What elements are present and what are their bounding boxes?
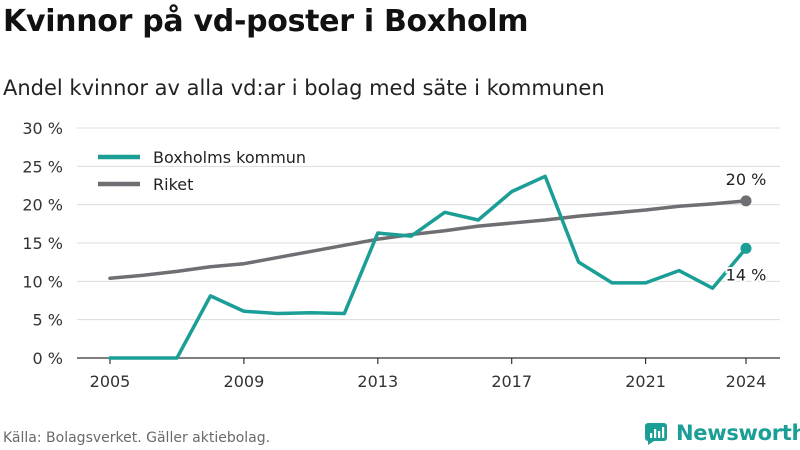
y-tick-label: 10 % (22, 272, 63, 291)
x-tick-label: 2013 (357, 372, 398, 391)
x-tick-label: 2005 (90, 372, 131, 391)
chart-subtitle: Andel kvinnor av alla vd:ar i bolag med … (3, 76, 605, 100)
x-tick-label: 2021 (625, 372, 666, 391)
y-tick-label: 15 % (22, 234, 63, 253)
end-label: 20 % (726, 170, 767, 189)
series-line (108, 174, 748, 360)
y-tick-label: 25 % (22, 157, 63, 176)
y-tick-label: 0 % (33, 349, 63, 368)
chart-title: Kvinnor på vd-poster i Boxholm (3, 4, 529, 39)
newsworthy-logo-icon (645, 423, 667, 445)
legend-label: Boxholms kommun (153, 148, 306, 167)
series-end-point (740, 242, 752, 254)
series-end-point (740, 195, 752, 207)
x-tick-label: 2017 (491, 372, 532, 391)
end-label: 14 % (726, 265, 767, 284)
brand-logo: Newsworthy (644, 420, 800, 446)
y-tick-label: 20 % (22, 196, 63, 215)
y-tick-label: 5 % (33, 311, 63, 330)
series-line (108, 199, 748, 281)
source-note: Källa: Bolagsverket. Gäller aktiebolag. (3, 430, 271, 446)
y-tick-label: 30 % (22, 119, 63, 138)
x-tick-label: 2024 (726, 372, 767, 391)
x-tick-label: 2009 (224, 372, 265, 391)
legend-label: Riket (153, 175, 193, 194)
brand-name: Newsworthy (676, 421, 800, 445)
